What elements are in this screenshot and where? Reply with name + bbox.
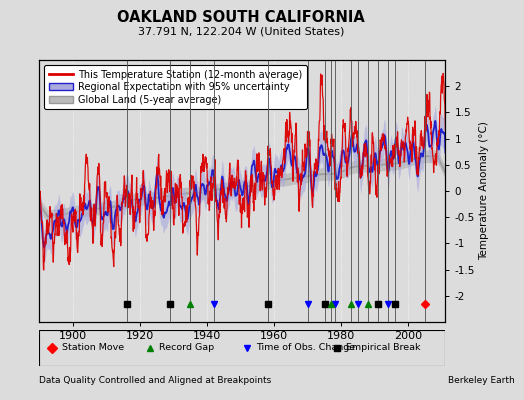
Text: Empirical Break: Empirical Break [346,344,420,352]
Text: 37.791 N, 122.204 W (United States): 37.791 N, 122.204 W (United States) [138,26,344,36]
Text: Berkeley Earth: Berkeley Earth [448,376,515,385]
Text: OAKLAND SOUTH CALIFORNIA: OAKLAND SOUTH CALIFORNIA [117,10,365,25]
Text: Time of Obs. Change: Time of Obs. Change [257,344,356,352]
Y-axis label: Temperature Anomaly (°C): Temperature Anomaly (°C) [479,122,489,260]
Legend: This Temperature Station (12-month average), Regional Expectation with 95% uncer: This Temperature Station (12-month avera… [44,65,307,110]
Text: Record Gap: Record Gap [159,344,214,352]
Text: Data Quality Controlled and Aligned at Breakpoints: Data Quality Controlled and Aligned at B… [39,376,271,385]
Text: Station Move: Station Move [62,344,124,352]
